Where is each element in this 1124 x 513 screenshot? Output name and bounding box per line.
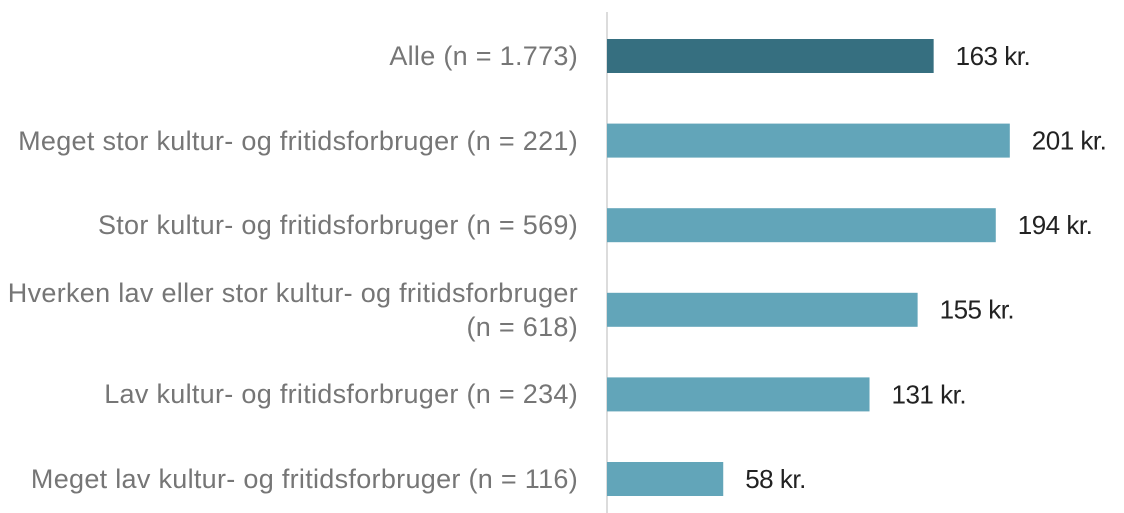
category-label: Hverken lav eller stor kultur- og fritid…	[7, 277, 578, 342]
category-label: Meget lav kultur- og fritidsforbruger (n…	[30, 464, 578, 494]
bar	[607, 377, 870, 412]
bar	[607, 208, 996, 243]
value-label: 163 kr.	[956, 41, 1031, 71]
value-label: 131 kr.	[892, 379, 967, 409]
category-label: Stor kultur- og fritidsforbruger (n = 56…	[97, 210, 578, 241]
category-label: Alle (n = 1.773)	[389, 41, 578, 71]
value-label: 201 kr.	[1032, 125, 1107, 155]
category-label: Meget stor kultur- og fritidsforbruger (…	[18, 125, 578, 156]
value-label: 194 kr.	[1018, 210, 1093, 240]
bar	[607, 462, 724, 496]
value-label: 155 kr.	[940, 295, 1015, 325]
category-label: Lav kultur- og fritidsforbruger (n = 234…	[104, 379, 578, 410]
bar	[607, 39, 934, 73]
value-label: 58 kr.	[745, 464, 806, 494]
bar	[607, 123, 1010, 158]
bar	[607, 292, 918, 327]
